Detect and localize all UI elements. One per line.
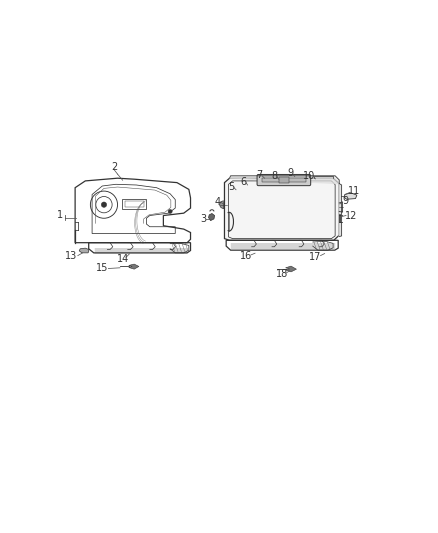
Bar — [262, 178, 306, 182]
Text: 18: 18 — [276, 269, 288, 279]
Circle shape — [101, 202, 107, 207]
Bar — [122, 199, 146, 209]
Text: 9: 9 — [342, 196, 348, 206]
Circle shape — [168, 209, 172, 214]
Text: 6: 6 — [240, 177, 247, 187]
Polygon shape — [344, 193, 357, 199]
Circle shape — [220, 201, 227, 208]
Text: 5: 5 — [228, 182, 234, 192]
Polygon shape — [129, 264, 139, 269]
Text: 13: 13 — [65, 251, 77, 261]
FancyBboxPatch shape — [257, 174, 311, 185]
Polygon shape — [246, 185, 253, 191]
Bar — [125, 200, 144, 207]
Polygon shape — [314, 176, 333, 178]
Text: 15: 15 — [96, 263, 109, 273]
Text: 16: 16 — [240, 251, 252, 261]
Bar — [279, 177, 289, 183]
Polygon shape — [230, 176, 339, 184]
Text: 8: 8 — [271, 171, 277, 181]
Text: 2: 2 — [111, 163, 117, 172]
Text: 4: 4 — [215, 197, 221, 207]
Text: 3: 3 — [200, 214, 206, 224]
Polygon shape — [339, 184, 342, 237]
Text: 14: 14 — [117, 254, 129, 264]
Text: 9: 9 — [287, 168, 293, 178]
Polygon shape — [237, 190, 244, 196]
Text: 11: 11 — [348, 186, 360, 196]
Text: 17: 17 — [309, 252, 321, 262]
Text: 10: 10 — [303, 171, 315, 181]
Polygon shape — [286, 266, 297, 272]
Text: 7: 7 — [257, 170, 263, 180]
Polygon shape — [208, 214, 215, 221]
Text: 12: 12 — [345, 211, 357, 221]
Polygon shape — [79, 248, 88, 253]
Polygon shape — [224, 178, 339, 240]
Text: 1: 1 — [57, 210, 63, 220]
